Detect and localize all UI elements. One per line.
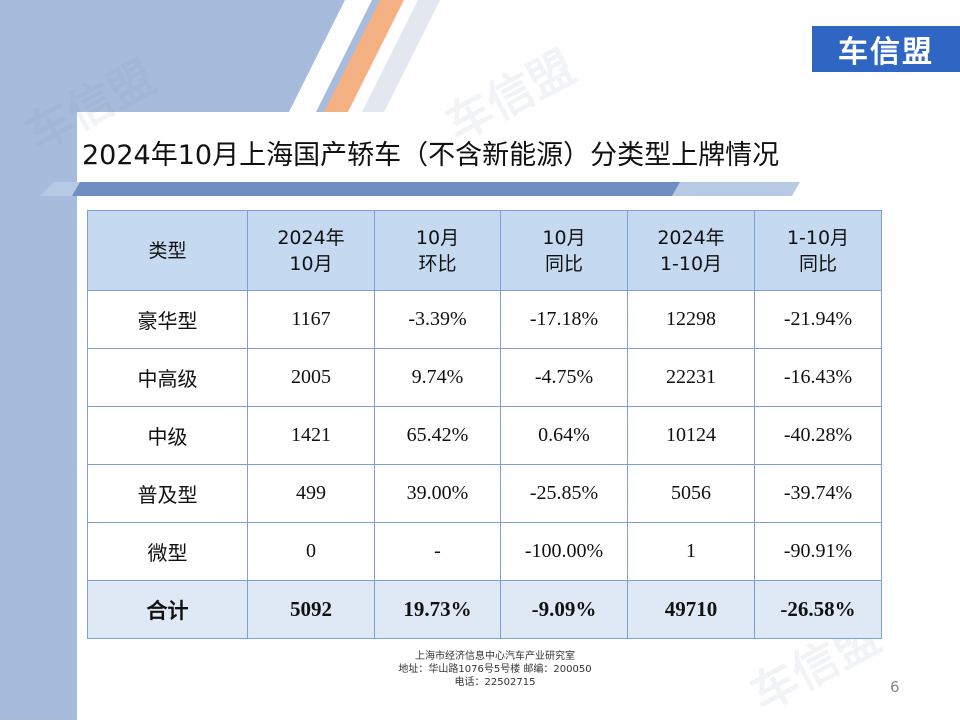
cell-type: 豪华型 (87, 290, 248, 349)
cell-value: - (374, 522, 501, 581)
cell-value: 65.42% (374, 406, 501, 465)
table-row: 中级 1421 65.42% 0.64% 10124 -40.28% (87, 406, 882, 465)
cell-total-value: -9.09% (500, 580, 628, 639)
cell-type: 微型 (87, 522, 248, 581)
cell-total-value: -26.58% (754, 580, 882, 639)
table-row: 中高级 2005 9.74% -4.75% 22231 -16.43% (87, 348, 882, 407)
header-type: 类型 (87, 210, 248, 291)
cell-value: 0 (247, 522, 375, 581)
cell-value: -17.18% (500, 290, 628, 349)
diagonal-stripes-decor (289, 0, 440, 112)
slide-title: 2024年10月上海国产轿车（不含新能源）分类型上牌情况 (82, 140, 780, 171)
table-row: 豪华型 1167 -3.39% -17.18% 12298 -21.94% (87, 290, 882, 349)
cell-value: -4.75% (500, 348, 628, 407)
cell-value: 39.00% (374, 464, 501, 523)
cell-value: -90.91% (754, 522, 882, 581)
cell-total-value: 49710 (627, 580, 755, 639)
footer-phone: 电话：22502715 (454, 677, 536, 688)
table-total-row: 合计 5092 19.73% -9.09% 49710 -26.58% (87, 580, 882, 639)
cell-value: 0.64% (500, 406, 628, 465)
cell-value: 5056 (627, 464, 755, 523)
header-oct-yoy: 10月 同比 (500, 210, 628, 291)
footer-address: 地址：华山路1076号5号楼 邮编：200050 (398, 664, 592, 675)
cell-value: -39.74% (754, 464, 882, 523)
footer-contact: 上海市经济信息中心汽车产业研究室 地址：华山路1076号5号楼 邮编：20005… (330, 650, 660, 689)
left-decor-band (0, 0, 77, 720)
cell-value: 12298 (627, 290, 755, 349)
cell-value: 2005 (247, 348, 375, 407)
cell-value: 499 (247, 464, 375, 523)
cell-value: 1421 (247, 406, 375, 465)
cell-value: 22231 (627, 348, 755, 407)
cell-type: 普及型 (87, 464, 248, 523)
cell-total-label: 合计 (87, 580, 248, 639)
header-ytd-2024: 2024年 1-10月 (627, 210, 755, 291)
cell-value: -100.00% (500, 522, 628, 581)
cell-type: 中级 (87, 406, 248, 465)
registration-table: 类型 2024年 10月 10月 环比 10月 同比 2024年 1-10月 1-10月… (87, 210, 882, 639)
header-oct-mom: 10月 环比 (374, 210, 501, 291)
cell-value: 1167 (247, 290, 375, 349)
cell-value: -21.94% (754, 290, 882, 349)
header-ytd-yoy: 1-10月 同比 (754, 210, 882, 291)
page-number: 6 (890, 678, 900, 696)
table-header-row: 类型 2024年 10月 10月 环比 10月 同比 2024年 1-10月 1-10月… (87, 210, 882, 291)
table-row: 微型 0 - -100.00% 1 -90.91% (87, 522, 882, 581)
header-oct-2024: 2024年 10月 (247, 210, 375, 291)
cell-total-value: 5092 (247, 580, 375, 639)
cell-total-value: 19.73% (374, 580, 501, 639)
cell-value: 10124 (627, 406, 755, 465)
cell-value: -16.43% (754, 348, 882, 407)
cell-value: -3.39% (374, 290, 501, 349)
cell-value: 9.74% (374, 348, 501, 407)
cell-value: -25.85% (500, 464, 628, 523)
cell-type: 中高级 (87, 348, 248, 407)
cell-value: 1 (627, 522, 755, 581)
cell-value: -40.28% (754, 406, 882, 465)
brand-logo: 车信盟 (812, 26, 960, 72)
table-row: 普及型 499 39.00% -25.85% 5056 -39.74% (87, 464, 882, 523)
title-underline-bar (40, 182, 800, 196)
footer-org: 上海市经济信息中心汽车产业研究室 (415, 651, 575, 662)
